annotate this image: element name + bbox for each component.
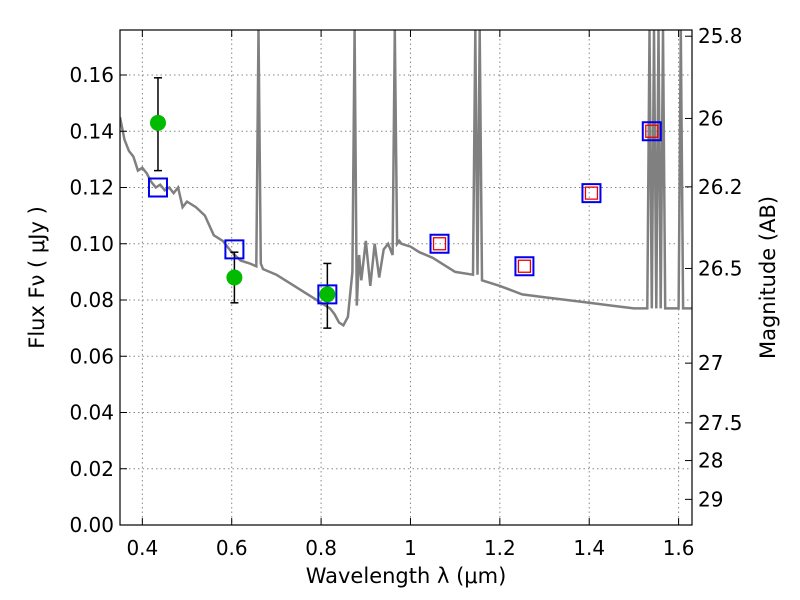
x-tick-label: 1 (404, 536, 417, 560)
limit-point (517, 259, 532, 273)
model-photometry-point (581, 183, 602, 204)
grid-lines (120, 30, 692, 525)
right-tick-label: 26.5 (698, 256, 743, 280)
limit-point (584, 186, 599, 200)
x-tick-label: 1.2 (484, 536, 516, 560)
x-tick-label: 0.4 (126, 536, 158, 560)
model-photometry-point (317, 284, 338, 305)
right-tick-label: 27 (698, 351, 723, 375)
y-tick-label: 0.12 (69, 176, 114, 200)
x-tick-label: 0.6 (216, 536, 248, 560)
y-axis-right-label: Magnitude (AB) (756, 196, 780, 359)
y-tick-label: 0.16 (69, 63, 114, 87)
plot-frame (119, 29, 693, 526)
axis-ticks: 0.4 0.6 0.8 1 1.2 1.4 1.6 0.00 0.02 0.04 0.06 0.08 0… (69, 24, 742, 560)
observed-point (149, 114, 166, 131)
x-tick-label: 1.4 (573, 536, 605, 560)
right-tick-label: 26.2 (698, 175, 743, 199)
y-tick-label: 0.00 (69, 513, 114, 537)
y-tick-label: 0.04 (69, 401, 114, 425)
observed-point (319, 286, 336, 303)
right-tick-label: 29 (698, 487, 723, 511)
right-tick-label: 27.5 (698, 411, 743, 435)
model-photometry-point (514, 256, 535, 277)
y-tick-label: 0.14 (69, 119, 114, 143)
model-photometry-point (147, 177, 168, 198)
y-tick-label: 0.08 (69, 288, 114, 312)
y-tick-label: 0.02 (69, 457, 114, 481)
right-tick-label: 25.8 (698, 24, 743, 48)
y-tick-label: 0.10 (69, 232, 114, 256)
x-axis-label: Wavelength λ (μm) (306, 564, 507, 588)
limit-point (645, 124, 659, 138)
y-tick-label: 0.06 (69, 344, 114, 368)
right-tick-label: 28 (698, 449, 723, 473)
sed-model-line (120, 30, 692, 328)
limit-point (432, 237, 447, 251)
model-photometry-point (224, 239, 245, 260)
y-axis-label: Flux Fν ( μJy ) (25, 206, 49, 349)
model-photometry-point (641, 121, 662, 142)
observed-point (226, 269, 243, 286)
x-tick-label: 0.8 (305, 536, 337, 560)
plot-area (120, 30, 692, 329)
right-tick-label: 26 (698, 106, 723, 130)
x-tick-label: 1.6 (663, 536, 695, 560)
model-photometry-point (429, 233, 450, 254)
